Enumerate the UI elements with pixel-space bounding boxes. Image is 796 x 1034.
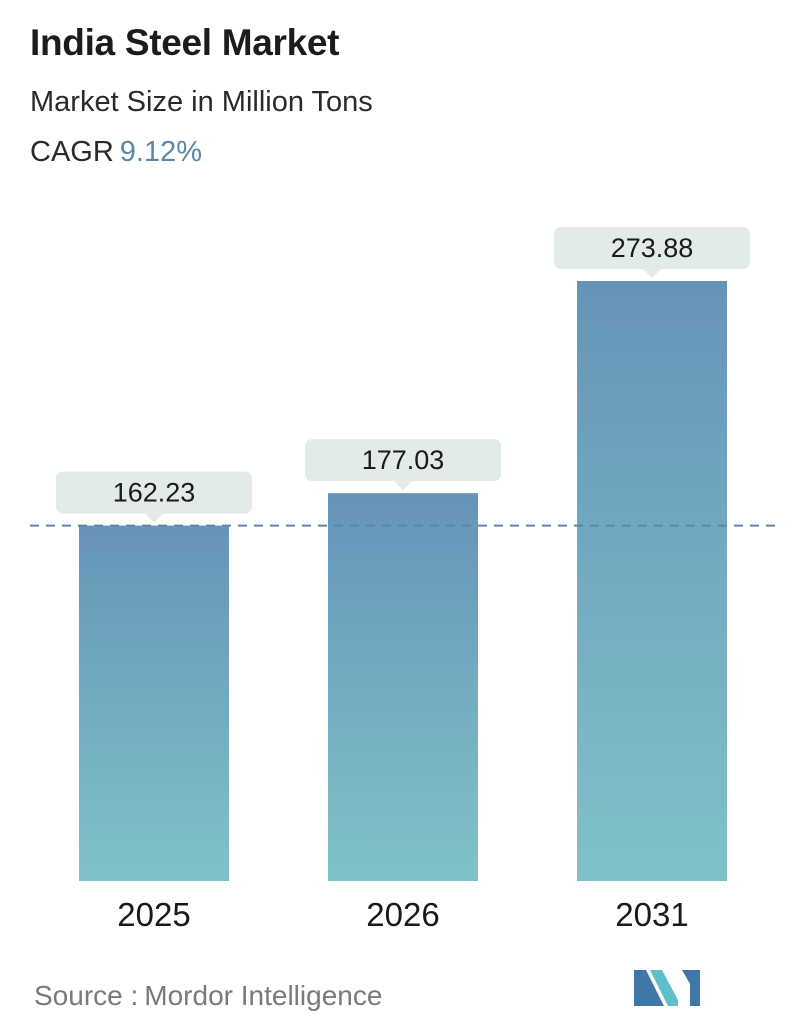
source-credit: Source : Mordor Intelligence xyxy=(34,980,382,1012)
chart-subtitle: Market Size in Million Tons xyxy=(30,86,373,118)
value-label-pointer-2031 xyxy=(643,269,661,278)
bar-2025 xyxy=(79,525,229,881)
bars-layer xyxy=(79,281,727,881)
cagr-row: CAGR 9.12% xyxy=(30,136,202,169)
source-name: Mordor Intelligence xyxy=(144,980,383,1011)
bar-2031 xyxy=(577,281,727,881)
x-tick-label-2031: 2031 xyxy=(615,896,688,933)
x-tick-label-2025: 2025 xyxy=(117,896,190,933)
value-label-box-2031 xyxy=(554,227,750,269)
x-tick-label-2026: 2026 xyxy=(366,896,439,933)
bar-2026 xyxy=(328,493,478,881)
value-label-2026: 177.03 xyxy=(362,445,445,475)
value-label-box-2025 xyxy=(56,471,252,514)
value-labels-layer: 162.23 177.03 273.88 xyxy=(56,227,750,523)
value-label-pointer-2026 xyxy=(394,481,412,491)
chart-title: India Steel Market xyxy=(30,22,340,63)
cagr-label: CAGR xyxy=(30,136,114,168)
logo-shape-right xyxy=(678,970,700,1006)
x-axis-ticks: 2025 2026 2031 xyxy=(117,896,688,933)
cagr-value: 9.12% xyxy=(119,136,203,168)
logo-shape-middle xyxy=(650,970,678,1006)
source-label: Source : xyxy=(34,980,139,1011)
mordor-intelligence-logo-icon xyxy=(634,970,700,1006)
value-label-2025: 162.23 xyxy=(113,478,196,508)
value-label-2031: 273.88 xyxy=(611,233,694,263)
bar-chart: 162.23 177.03 273.88 2025 2026 2031 xyxy=(30,227,782,933)
logo-shape-left xyxy=(634,970,664,1006)
value-label-box-2026 xyxy=(305,439,501,482)
value-label-pointer-2025 xyxy=(145,513,163,523)
